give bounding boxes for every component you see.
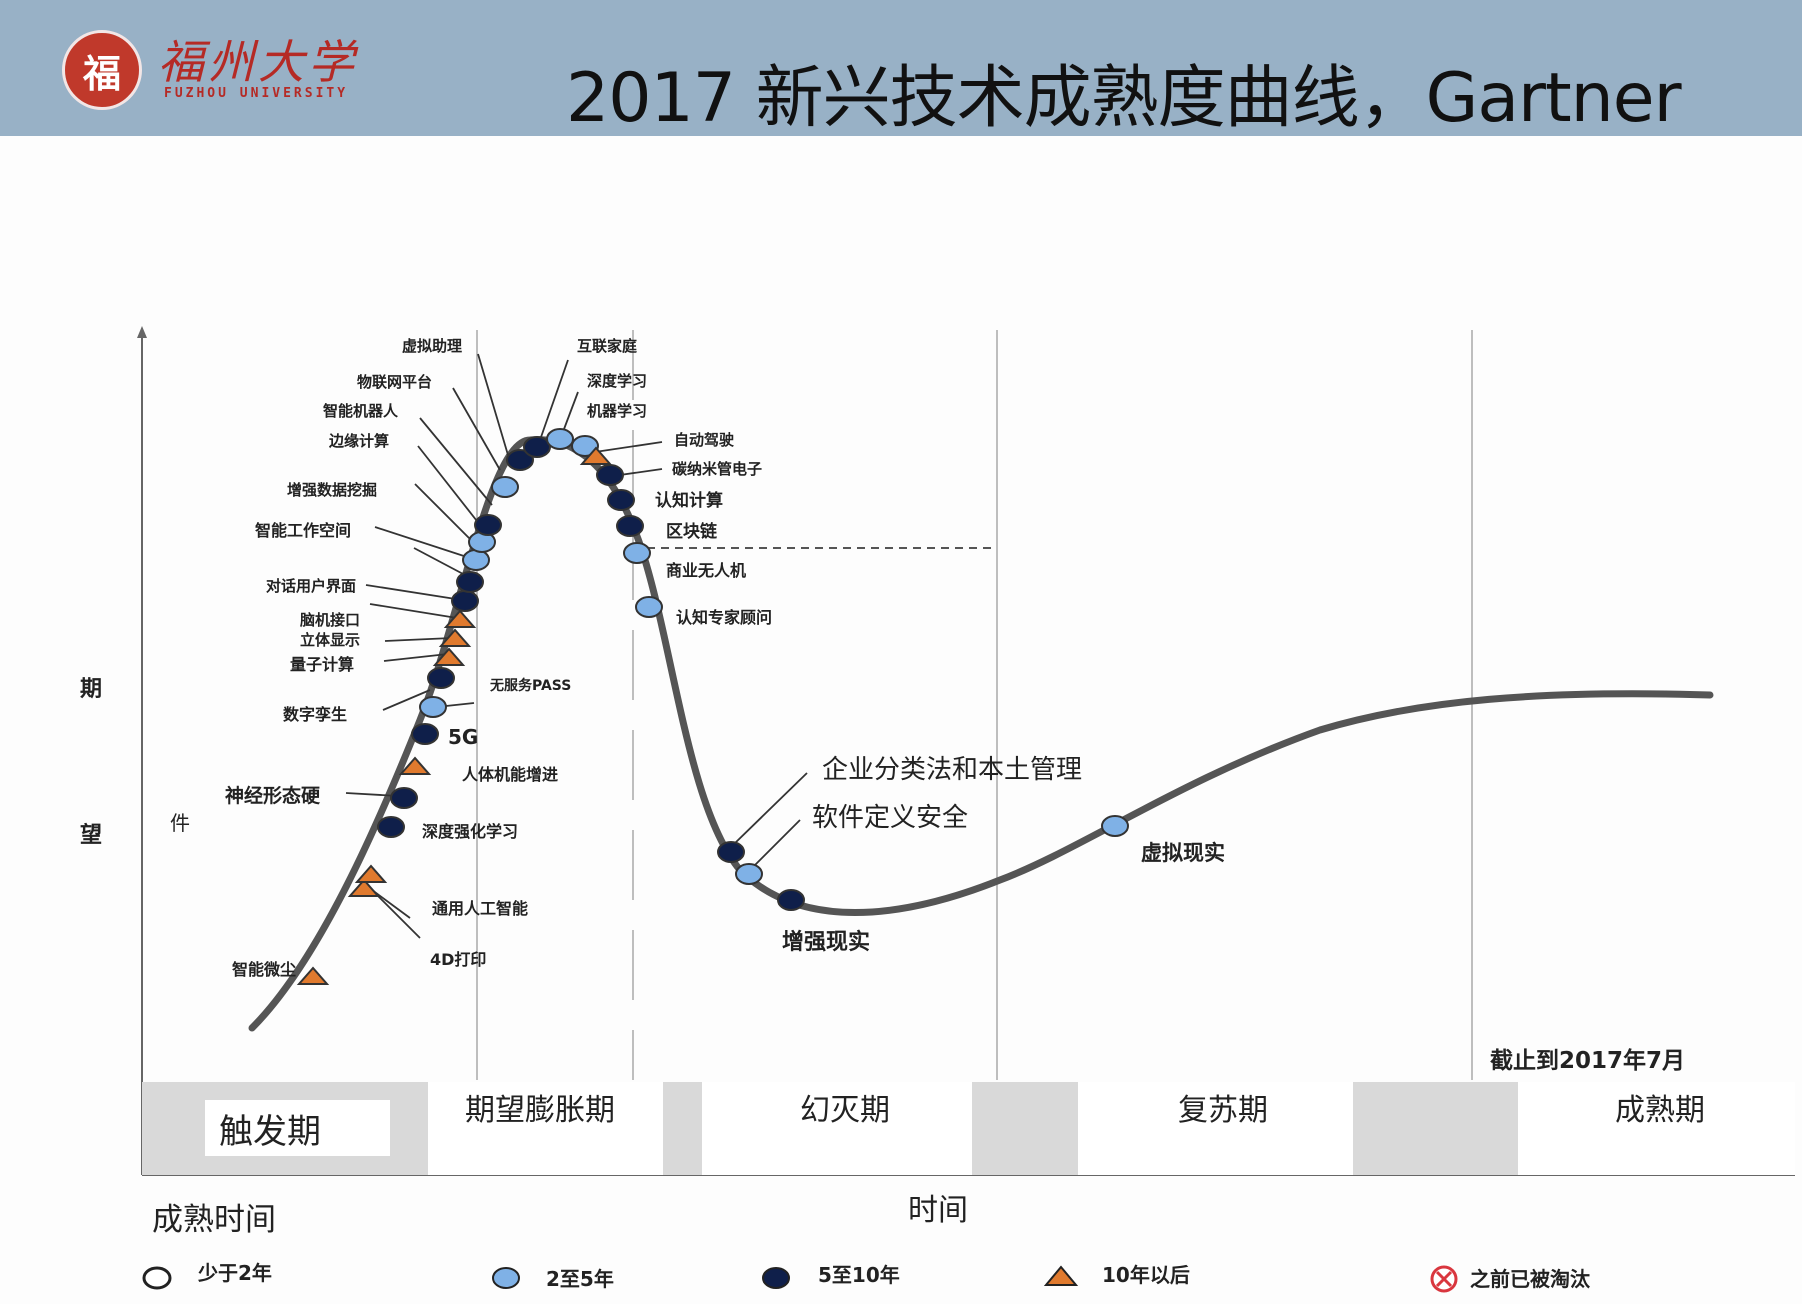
phase-box-plateau [1518, 1082, 1795, 1175]
tech-label: 量子计算 [290, 655, 354, 674]
phase-label-plateau: 成熟期 [1615, 1093, 1705, 1128]
tech-label: 边缘计算 [328, 432, 389, 450]
tech-label: 虚拟现实 [1141, 841, 1225, 865]
y-axis-label-1: 期 [80, 677, 102, 702]
marker-virtual-reality [1101, 815, 1129, 837]
marker-conversational-ui [451, 590, 479, 612]
tech-label: 企业分类法和本土管理 [822, 755, 1082, 785]
legend-icon-obsolete-x2 [1435, 1270, 1453, 1288]
tech-label: 物联网平台 [357, 373, 432, 391]
marker-smart-workspace [462, 549, 490, 571]
marker-quantum [432, 647, 466, 666]
marker-blockchain [616, 515, 644, 537]
tech-label: 脑机接口 [300, 611, 360, 629]
marker-sd-security [735, 863, 763, 885]
tech-label: 深度强化学习 [422, 822, 518, 841]
phase-label-trigger: 触发期 [219, 1112, 321, 1152]
legend-label-under-2yr: 少于2年 [197, 1261, 272, 1285]
tech-markers [296, 428, 1129, 985]
tech-label: 增强数据挖掘 [287, 481, 377, 499]
tech-label: 虚拟助理 [402, 337, 462, 355]
phase-label-peak: 期望膨胀期 [465, 1093, 615, 1128]
y-axis-arrow-icon [137, 326, 147, 338]
marker-virtual-assistant [523, 436, 551, 458]
leader-lines [345, 353, 808, 939]
marker-4d-printing [347, 878, 381, 897]
hype-curve [248, 436, 1714, 1032]
marker-digital-twin [419, 696, 447, 718]
marker-agi [354, 864, 388, 883]
tech-label: 机器学习 [587, 402, 647, 420]
legend-icon-2-5yr [492, 1267, 520, 1289]
tech-label: 智能机器人 [323, 402, 399, 420]
marker-carbon-nanotube [596, 464, 624, 486]
tech-label: 无服务PASS [489, 677, 571, 694]
phase-box-trough [702, 1082, 972, 1175]
marker-extra-dark [456, 571, 484, 593]
tech-label: 立体显示 [300, 631, 360, 649]
tech-label: 人体机能增进 [462, 765, 558, 784]
tech-label: 自动驾驶 [674, 431, 734, 449]
tech-label: 智能工作空间 [255, 521, 351, 540]
tech-label: 通用人工智能 [432, 899, 528, 918]
tech-label: 深度学习 [587, 372, 647, 390]
phase-box-trigger [205, 1100, 390, 1156]
tech-label: 互联家庭 [577, 337, 638, 355]
marker-autonomous-vehicles [579, 446, 613, 465]
tech-label: 对话用户界面 [266, 577, 356, 595]
legend-icon-5-10yr [762, 1267, 790, 1289]
tech-label: 认知专家顾问 [676, 608, 772, 627]
stray-label: 件 [170, 811, 190, 835]
tech-label: 智能微尘 [232, 960, 296, 979]
tech-label: 数字孪生 [283, 705, 347, 724]
marker-serverless-pass [427, 667, 455, 689]
tech-label: 4D打印 [430, 950, 486, 969]
marker-commercial-uav [623, 542, 651, 564]
marker-iot-platform [506, 449, 534, 471]
tech-label: 5G [448, 725, 478, 749]
legend-icon-10-plus-yr [1043, 1265, 1079, 1286]
tech-label: 增强现实 [782, 929, 870, 955]
x-axis-label: 时间 [908, 1193, 968, 1228]
marker-cognitive-expert [635, 596, 663, 618]
university-name-cn: 福州大学 [158, 35, 358, 89]
marker-deep-rl [377, 816, 405, 838]
marker-5g [411, 723, 439, 745]
tech-label: 认知计算 [655, 490, 723, 511]
marker-augmented-reality [777, 889, 805, 911]
marker-neuromorphic [390, 787, 418, 809]
university-logo-emblem: 福 [62, 30, 142, 110]
legend-title: 成熟时间 [152, 1202, 276, 1238]
phase-label-slope: 复苏期 [1178, 1093, 1268, 1128]
as-of-date: 截止到2017年7月 [1490, 1047, 1685, 1074]
legend-label-5-10yr: 5至10年 [818, 1263, 900, 1287]
legend-label-2-5yr: 2至5年 [546, 1267, 614, 1291]
marker-connected-home [546, 428, 574, 450]
tech-label: 神经形态硬 [225, 784, 321, 807]
marker-cognitive-computing [607, 489, 635, 511]
legend-label-10-plus-yr: 10年以后 [1102, 1263, 1190, 1287]
tech-label: 软件定义安全 [812, 803, 968, 833]
phase-box-peak [428, 1082, 663, 1175]
marker-human-augmentation [398, 756, 432, 775]
page-title: 2017 新兴技术成熟度曲线，Gartner [566, 59, 1682, 138]
marker-smart-dust [296, 966, 330, 985]
university-name-en: FUZHOU UNIVERSITY [164, 86, 349, 101]
marker-deep-learning [571, 435, 599, 457]
tech-label: 碳纳米管电子 [672, 460, 762, 478]
marker-smart-robots [491, 476, 519, 498]
marker-edge-computing [474, 514, 502, 536]
marker-bci [443, 609, 477, 628]
marker-enterprise-taxonomy [717, 841, 745, 863]
y-axis-label-2: 望 [80, 823, 102, 848]
header-banner: 福 福州大学 FUZHOU UNIVERSITY 2017 新兴技术成熟度曲线，… [0, 0, 1802, 138]
legend-label-obsolete: 之前已被淘汰 [1470, 1267, 1591, 1291]
marker-volumetric-display [438, 628, 472, 647]
legend-icon-under-2yr [142, 1266, 172, 1290]
phase-label-trough: 幻灭期 [800, 1093, 890, 1128]
tech-label: 商业无人机 [666, 561, 746, 580]
tech-label: 区块链 [666, 521, 718, 542]
phase-box-slope [1078, 1082, 1353, 1175]
